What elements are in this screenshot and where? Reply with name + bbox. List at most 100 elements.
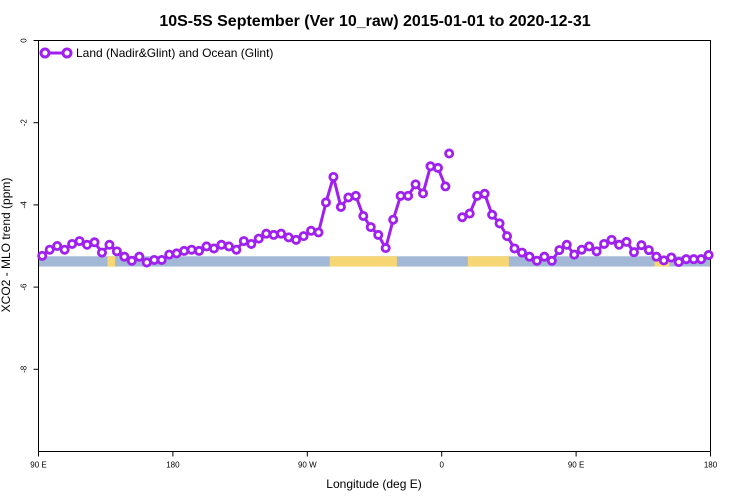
data-point-32 [276,228,287,239]
data-point-12 [126,255,137,266]
data-point-34 [291,234,302,245]
x-tick-label-2: 90 W [298,461,317,470]
y-axis-label: XCO2 - MLO trend (ppm) [0,178,13,313]
data-point-72 [576,244,587,255]
data-point-80 [636,240,647,251]
data-point-66 [531,255,542,266]
data-point-60 [487,209,498,220]
data-point-0 [37,250,48,261]
data-point-40 [335,201,346,212]
data-point-3 [59,244,70,255]
data-point-78 [621,236,632,247]
data-point-88 [696,254,707,265]
data-point-28 [246,238,257,249]
data-point-25 [223,241,234,252]
land-span-0 [107,256,116,267]
x-tick-label-4: 90 E [568,461,584,470]
data-point-49 [403,190,414,201]
data-point-43 [358,210,369,221]
data-point-50 [410,179,421,190]
data-point-9 [104,239,115,250]
data-point-79 [628,247,639,258]
data-point-19 [179,245,190,256]
data-point-38 [320,197,331,208]
y-tick-label-0: 0 [20,38,29,43]
data-point-70 [561,239,572,250]
data-point-63 [509,243,520,254]
data-point-37 [313,227,324,238]
x-tick-label-3: 0 [439,461,444,470]
legend: Land (Nadir&Glint) and Ocean (Glint) [39,46,273,60]
data-point-26 [231,244,242,255]
data-point-8 [96,247,107,258]
data-point-54 [440,181,451,192]
data-point-73 [584,241,595,252]
data-point-46 [380,243,391,254]
x-tick-label-0: 90 E [30,461,46,470]
y-axis-ticks: 0 -2 -4 -6 -8 [20,38,39,373]
series-group [37,148,714,268]
data-point-56 [457,212,468,223]
data-point-10 [111,246,122,257]
x-axis-label: Longitude (deg E) [326,477,421,491]
data-point-53 [432,162,443,173]
data-point-36 [306,225,317,236]
data-point-39 [328,171,339,182]
y-tick-label-1: -2 [20,119,29,127]
data-point-68 [546,255,557,266]
data-point-41 [343,192,354,203]
y-tick-label-4: -8 [20,365,29,373]
data-point-76 [606,234,617,245]
legend-label: Land (Nadir&Glint) and Ocean (Glint) [76,46,273,60]
data-point-52 [425,161,436,172]
data-point-89 [703,250,714,261]
data-point-7 [89,237,100,248]
legend-marker-left [39,47,51,59]
data-point-71 [569,249,580,260]
data-point-47 [388,214,399,225]
data-point-24 [216,239,227,250]
land-span-2 [467,256,509,267]
data-point-75 [599,238,610,249]
data-point-59 [479,188,490,199]
data-point-21 [194,245,205,256]
data-point-74 [591,246,602,257]
data-point-67 [539,251,550,262]
data-point-35 [298,231,309,242]
land-span-1 [329,256,397,267]
data-point-61 [494,218,505,229]
data-point-51 [418,188,429,199]
y-tick-label-3: -6 [20,283,29,291]
data-point-82 [651,251,662,262]
data-point-44 [365,222,376,233]
data-point-31 [268,229,279,240]
legend-marker-right [61,47,73,59]
data-point-69 [554,245,565,256]
data-point-30 [261,228,272,239]
chart-title: 10S-5S September (Ver 10_raw) 2015-01-01… [159,13,590,30]
data-point-55 [444,148,455,159]
data-point-17 [164,249,175,260]
x-axis-ticks: 90 E 180 90 W 0 90 E 180 [30,451,718,470]
data-point-11 [119,251,130,262]
data-point-2 [52,240,63,251]
data-point-23 [208,243,219,254]
x-tick-label-5: 180 [704,461,718,470]
data-point-45 [373,229,384,240]
data-point-20 [186,244,197,255]
data-point-64 [516,247,527,258]
data-point-62 [502,231,513,242]
data-point-84 [666,252,677,263]
data-point-1 [44,244,55,255]
data-point-13 [134,251,145,262]
data-point-42 [350,190,361,201]
data-point-65 [524,251,535,262]
data-point-57 [464,208,475,219]
plot-frame [38,40,711,452]
data-point-81 [643,245,654,256]
y-tick-label-2: -4 [20,201,29,209]
x-tick-label-1: 180 [166,461,180,470]
data-point-5 [74,236,85,247]
data-point-16 [156,254,167,265]
